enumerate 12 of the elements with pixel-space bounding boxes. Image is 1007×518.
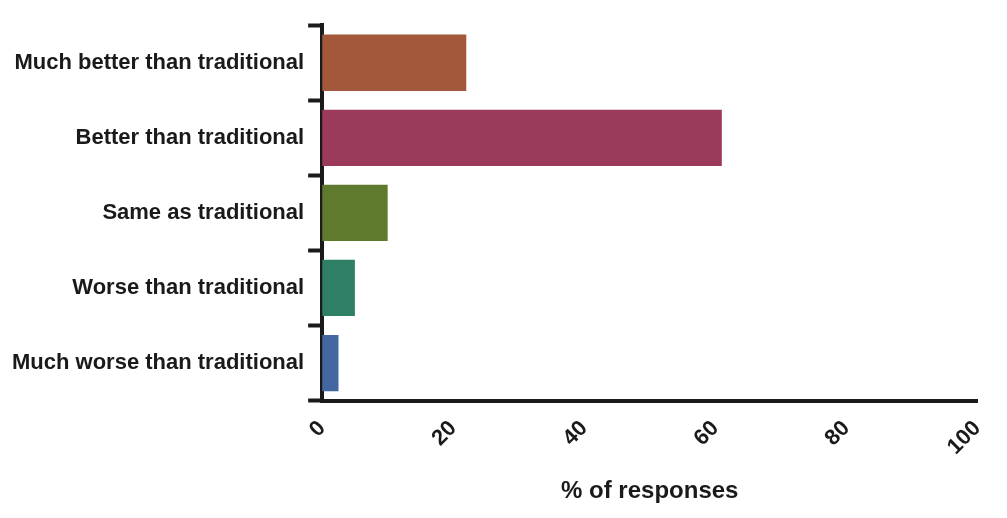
- y-tick-label: Worse than traditional: [72, 274, 305, 300]
- x-tick-label: 100: [941, 415, 986, 459]
- x-tick-label: 80: [819, 415, 855, 451]
- x-tick-label: 40: [557, 415, 593, 451]
- y-tick-label: Much worse than traditional: [11, 349, 305, 375]
- x-tick-label: 20: [426, 415, 461, 451]
- x-tick-label: 60: [688, 415, 724, 451]
- x-axis-title: % of responses: [561, 476, 739, 504]
- x-tick-label: 0: [303, 415, 330, 442]
- y-tick-label: Better than traditional: [75, 123, 305, 149]
- y-tick-label: Same as traditional: [102, 198, 305, 224]
- y-tick-label: Much better than traditional: [14, 48, 305, 74]
